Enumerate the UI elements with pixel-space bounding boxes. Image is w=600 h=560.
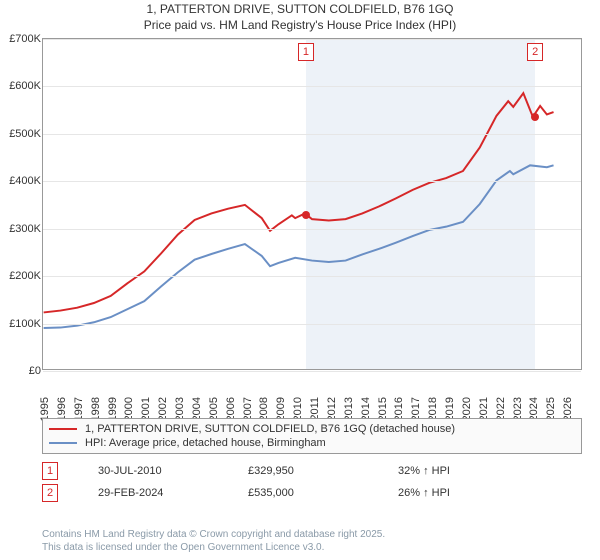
y-gridline: [43, 181, 581, 182]
chart: £0£100K£200K£300K£400K£500K£600K£700K199…: [0, 34, 600, 410]
plot-area: £0£100K£200K£300K£400K£500K£600K£700K199…: [42, 38, 582, 370]
event-price: £535,000: [248, 487, 358, 499]
event-dot-2: [531, 113, 539, 121]
event-delta: 32% ↑ HPI: [398, 465, 508, 477]
title-line-2: Price paid vs. HM Land Registry's House …: [0, 18, 600, 34]
y-gridline: [43, 39, 581, 40]
events-table: 1 30-JUL-2010 £329,950 32% ↑ HPI 2 29-FEB-202…: [42, 460, 582, 504]
footer: Contains HM Land Registry data © Crown c…: [42, 529, 582, 554]
y-gridline: [43, 371, 581, 372]
y-axis-label: £500K: [1, 128, 41, 140]
event-marker-2: 2: [527, 43, 543, 61]
y-gridline: [43, 324, 581, 325]
event-delta: 26% ↑ HPI: [398, 487, 508, 499]
event-id-box: 2: [42, 484, 58, 502]
event-date: 29-FEB-2024: [98, 487, 208, 499]
event-row-1: 1 30-JUL-2010 £329,950 32% ↑ HPI: [42, 460, 582, 482]
y-gridline: [43, 229, 581, 230]
legend-item-2: HPI: Average price, detached house, Birm…: [49, 436, 575, 450]
event-price: £329,950: [248, 465, 358, 477]
legend: 1, PATTERTON DRIVE, SUTTON COLDFIELD, B7…: [42, 418, 582, 454]
footer-line-2: This data is licensed under the Open Gov…: [42, 542, 582, 555]
y-axis-label: £0: [1, 365, 41, 377]
series-line-0: [44, 93, 554, 312]
chart-lines: [43, 39, 581, 369]
legend-swatch-2: [49, 442, 77, 444]
event-id-box: 1: [42, 462, 58, 480]
event-row-2: 2 29-FEB-2024 £535,000 26% ↑ HPI: [42, 482, 582, 504]
y-axis-label: £700K: [1, 33, 41, 45]
y-axis-label: £100K: [1, 318, 41, 330]
legend-label-2: HPI: Average price, detached house, Birm…: [85, 437, 326, 449]
title-line-1: 1, PATTERTON DRIVE, SUTTON COLDFIELD, B7…: [0, 2, 600, 18]
y-gridline: [43, 86, 581, 87]
y-gridline: [43, 276, 581, 277]
y-gridline: [43, 134, 581, 135]
event-dot-1: [302, 211, 310, 219]
y-axis-label: £600K: [1, 80, 41, 92]
legend-swatch-1: [49, 428, 77, 430]
y-axis-label: £300K: [1, 223, 41, 235]
y-axis-label: £200K: [1, 270, 41, 282]
chart-title: 1, PATTERTON DRIVE, SUTTON COLDFIELD, B7…: [0, 0, 600, 33]
footer-line-1: Contains HM Land Registry data © Crown c…: [42, 529, 582, 542]
legend-item-1: 1, PATTERTON DRIVE, SUTTON COLDFIELD, B7…: [49, 422, 575, 436]
legend-label-1: 1, PATTERTON DRIVE, SUTTON COLDFIELD, B7…: [85, 423, 455, 435]
event-date: 30-JUL-2010: [98, 465, 208, 477]
series-line-1: [44, 165, 554, 328]
event-marker-1: 1: [298, 43, 314, 61]
y-axis-label: £400K: [1, 175, 41, 187]
